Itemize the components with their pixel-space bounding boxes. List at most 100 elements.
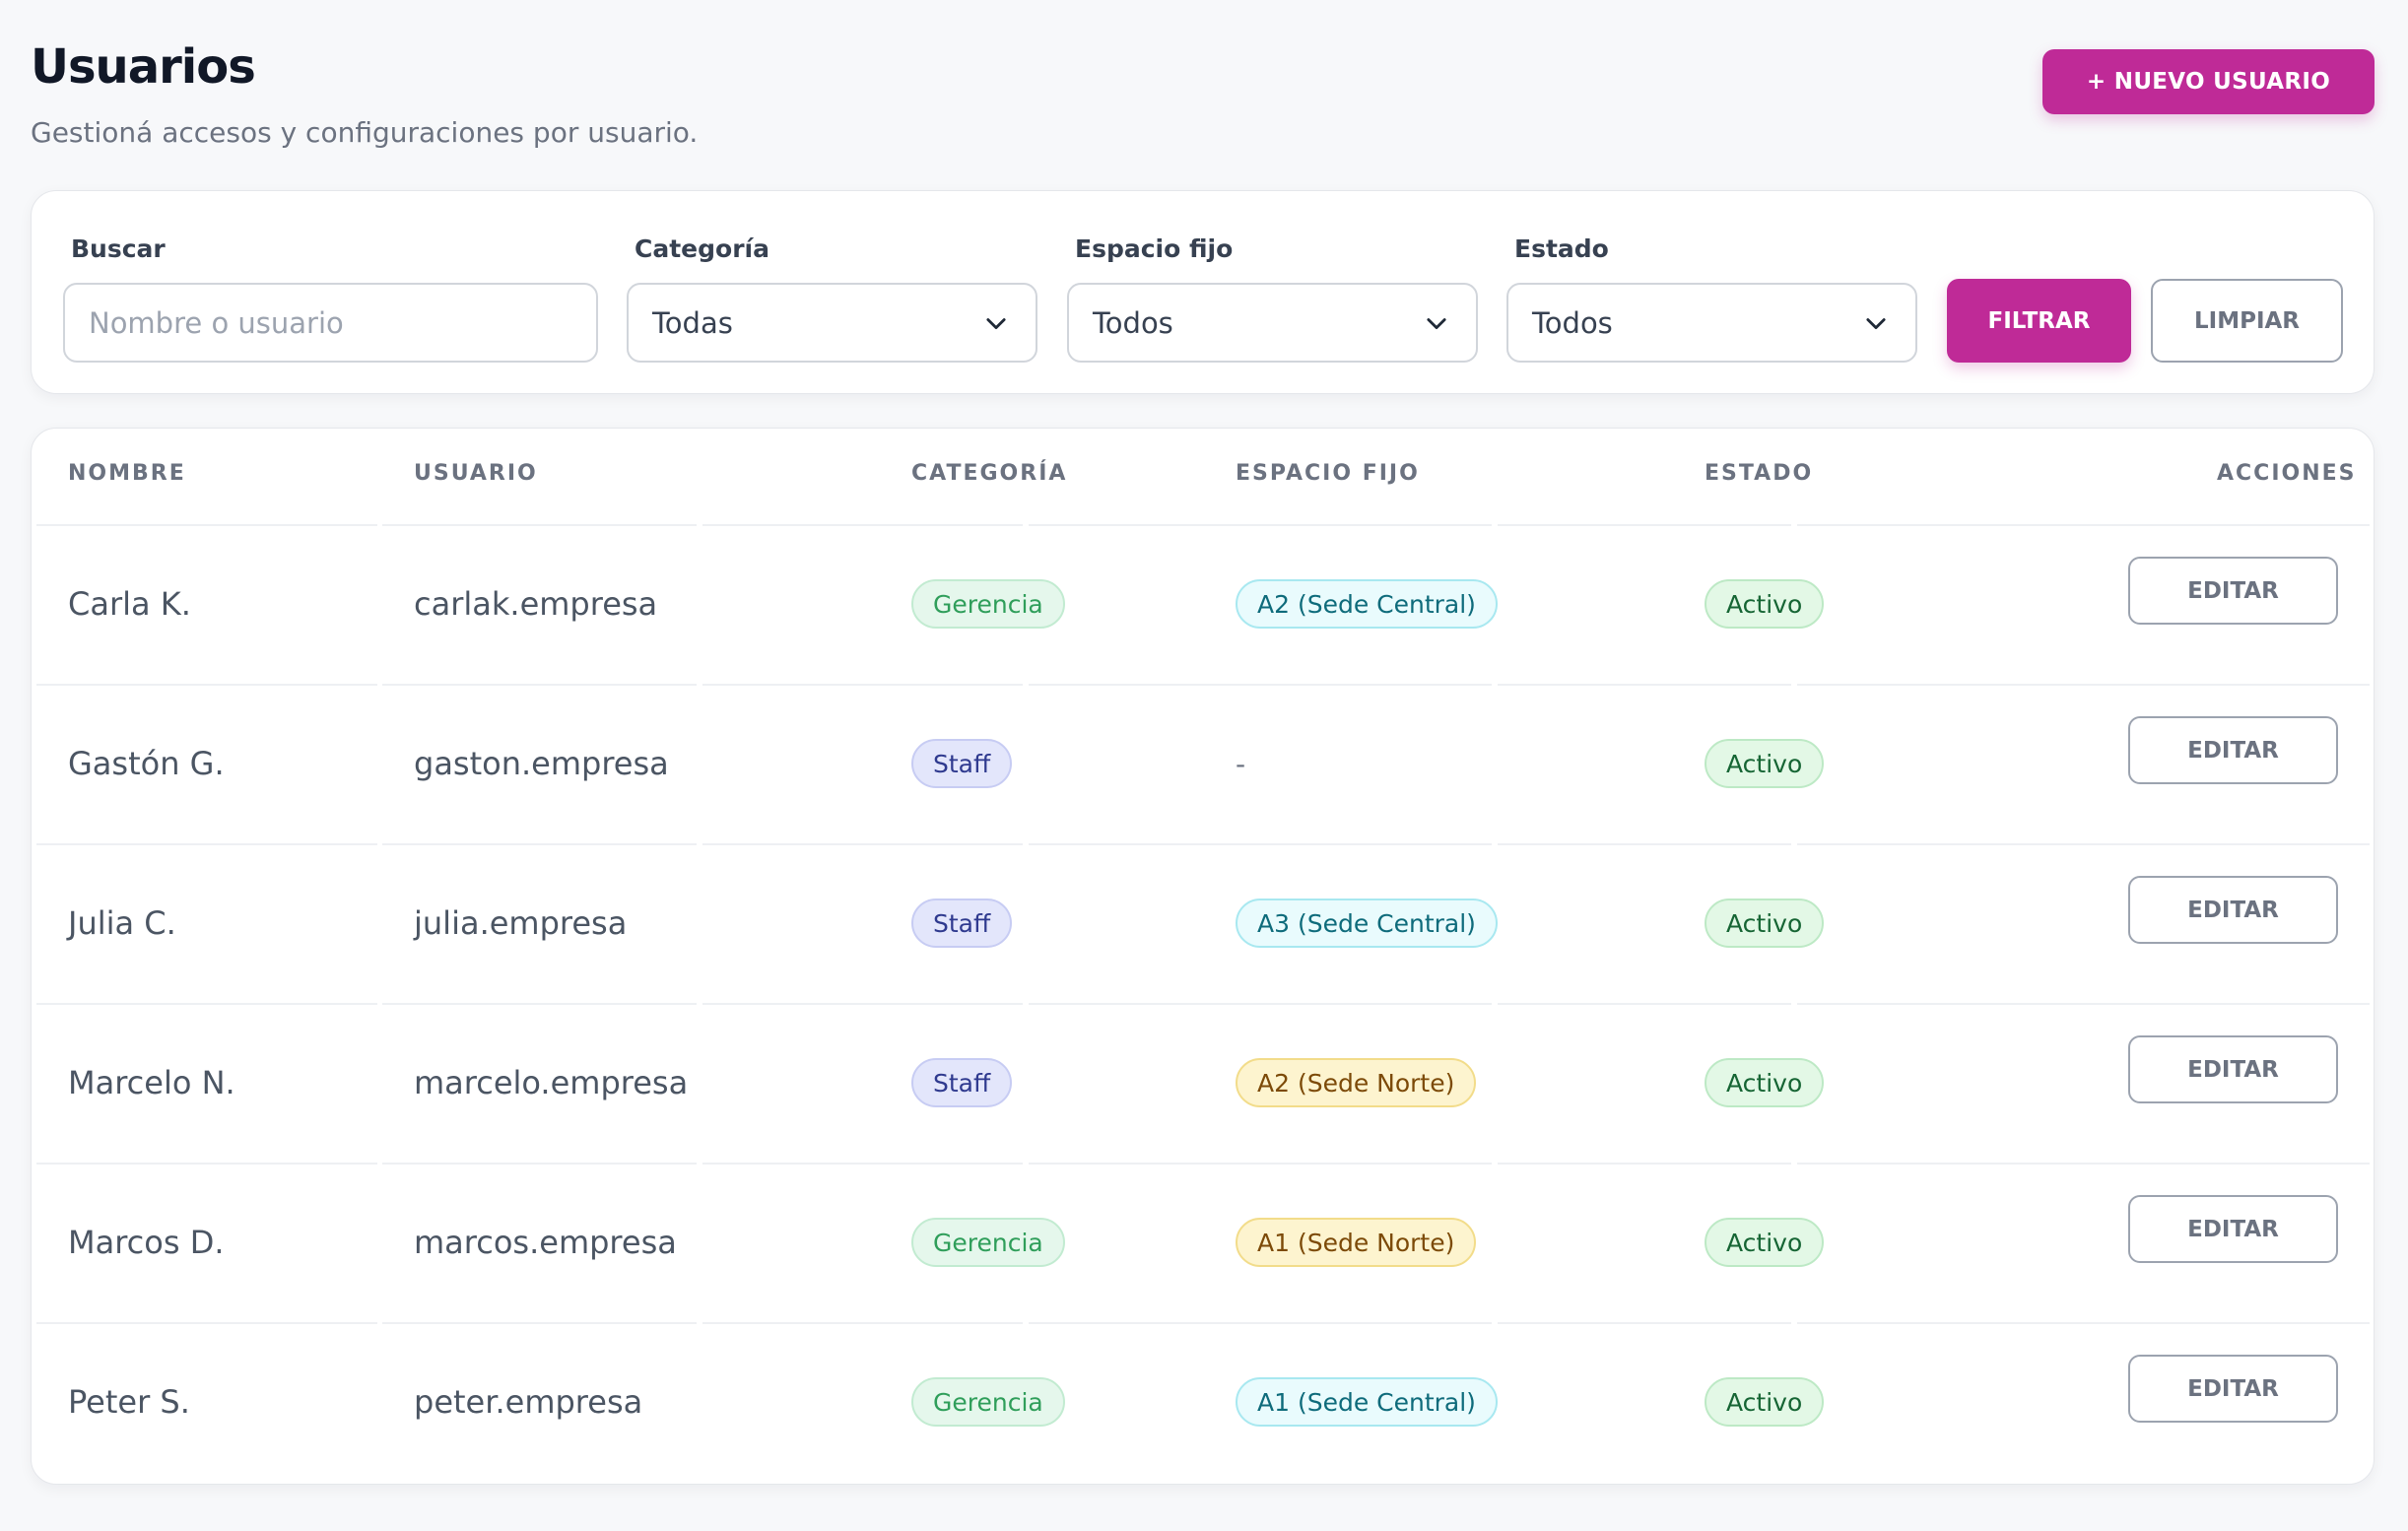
table-cell: Activo: [1705, 1003, 1825, 1163]
table-cell: Peter S.: [68, 1322, 190, 1482]
edit-button[interactable]: EDITAR: [2128, 1195, 2338, 1263]
user-name: Marcos D.: [68, 1224, 225, 1261]
table-cell: julia.empresa: [414, 843, 627, 1003]
row-divider: [1797, 684, 2370, 686]
table-cell: Activo: [1705, 843, 1825, 1003]
status-badge: Activo: [1705, 579, 1825, 629]
username: carlak.empresa: [414, 585, 658, 623]
row-divider: [36, 1163, 377, 1165]
table-cell: A1 (Sede Central): [1236, 1322, 1498, 1482]
category-badge: Staff: [911, 1058, 1013, 1107]
table-cell: Carla K.: [68, 524, 191, 684]
chevron-down-icon: [1427, 317, 1446, 329]
status-badge: Activo: [1705, 1058, 1825, 1107]
table-cell: A2 (Sede Central): [1236, 524, 1498, 684]
status-value: Todos: [1532, 305, 1613, 340]
username: marcos.empresa: [414, 1224, 677, 1261]
table-cell: Activo: [1705, 1163, 1825, 1322]
row-divider: [1498, 1003, 1791, 1005]
table-cell: Gerencia: [911, 1322, 1065, 1482]
row-divider: [36, 1003, 377, 1005]
space-badge: A1 (Sede Norte): [1236, 1218, 1477, 1267]
row-divider: [382, 1003, 697, 1005]
table-cell: Staff: [911, 843, 1013, 1003]
row-divider: [702, 524, 1023, 526]
row-divider: [1029, 1003, 1492, 1005]
page-title: Usuarios: [31, 39, 256, 95]
row-divider: [702, 1163, 1023, 1165]
table-cell: Marcelo N.: [68, 1003, 235, 1163]
table-row: Carla K. carlak.empresa Gerencia A2 (Sede C…: [36, 524, 2370, 684]
status-badge: Activo: [1705, 1218, 1825, 1267]
table-cell: Activo: [1705, 1322, 1825, 1482]
row-divider: [1797, 1163, 2370, 1165]
page-subtitle: Gestioná accesos y configuraciones por u…: [31, 116, 699, 149]
status-badge: Activo: [1705, 1377, 1825, 1427]
row-divider: [1498, 524, 1791, 526]
column-header-category: CATEGORÍA: [911, 461, 1068, 486]
row-divider: [382, 843, 697, 845]
username: peter.empresa: [414, 1383, 643, 1421]
new-user-button[interactable]: + NUEVO USUARIO: [2042, 49, 2375, 114]
table-row: Marcelo N. marcelo.empresa Staff A2 (Sede N…: [36, 1003, 2370, 1163]
table-cell: A1 (Sede Norte): [1236, 1163, 1477, 1322]
edit-button[interactable]: EDITAR: [2128, 1355, 2338, 1423]
row-divider: [1029, 843, 1492, 845]
row-divider: [36, 524, 377, 526]
table-row: Gastón G. gaston.empresa Staff - Activo EDITA…: [36, 684, 2370, 843]
table-cell: gaston.empresa: [414, 684, 669, 843]
row-divider: [382, 524, 697, 526]
row-divider: [702, 684, 1023, 686]
category-badge: Staff: [911, 899, 1013, 948]
user-name: Peter S.: [68, 1383, 190, 1421]
username: julia.empresa: [414, 904, 628, 942]
row-divider: [382, 1163, 697, 1165]
chevron-down-icon: [986, 317, 1006, 329]
status-badge: Activo: [1705, 739, 1825, 788]
username: gaston.empresa: [414, 745, 669, 782]
space-empty: -: [1236, 747, 1246, 780]
row-divider: [702, 1003, 1023, 1005]
category-badge: Gerencia: [911, 1377, 1065, 1427]
status-select[interactable]: Todos: [1506, 283, 1917, 363]
row-divider: [1029, 524, 1492, 526]
table-cell: -: [1236, 684, 1245, 843]
space-select[interactable]: Todos: [1067, 283, 1478, 363]
edit-button[interactable]: EDITAR: [2128, 876, 2338, 944]
search-input[interactable]: Nombre o usuario: [63, 283, 598, 363]
category-badge: Staff: [911, 739, 1013, 788]
chevron-down-icon: [1866, 317, 1886, 329]
table-cell: carlak.empresa: [414, 524, 657, 684]
edit-button[interactable]: EDITAR: [2128, 557, 2338, 625]
table-cell: Staff: [911, 684, 1013, 843]
table-cell: Staff: [911, 1003, 1013, 1163]
row-divider: [702, 1322, 1023, 1324]
row-divider: [1029, 1163, 1492, 1165]
row-divider: [1498, 1163, 1791, 1165]
edit-button[interactable]: EDITAR: [2128, 716, 2338, 784]
table-cell: Gerencia: [911, 524, 1065, 684]
category-select[interactable]: Todas: [627, 283, 1037, 363]
clear-button[interactable]: LIMPIAR: [2151, 279, 2343, 363]
space-badge: A2 (Sede Norte): [1236, 1058, 1477, 1107]
row-divider: [36, 684, 377, 686]
row-divider: [36, 843, 377, 845]
row-divider: [702, 843, 1023, 845]
row-divider: [382, 1322, 697, 1324]
edit-button[interactable]: EDITAR: [2128, 1035, 2338, 1103]
table-row: Marcos D. marcos.empresa Gerencia A1 (Sede …: [36, 1163, 2370, 1322]
filter-button[interactable]: FILTRAR: [1947, 279, 2131, 363]
category-value: Todas: [652, 305, 733, 340]
space-badge: A3 (Sede Central): [1236, 899, 1498, 948]
user-name: Gastón G.: [68, 745, 225, 782]
users-table: NOMBRE USUARIO CATEGORÍA ESPACIO FIJO ES…: [31, 428, 2375, 1485]
row-divider: [1498, 843, 1791, 845]
status-badge: Activo: [1705, 899, 1825, 948]
table-cell: marcos.empresa: [414, 1163, 677, 1322]
category-badge: Gerencia: [911, 579, 1065, 629]
table-cell: Gastón G.: [68, 684, 225, 843]
space-value: Todos: [1093, 305, 1173, 340]
user-name: Marcelo N.: [68, 1064, 235, 1101]
row-divider: [1498, 684, 1791, 686]
